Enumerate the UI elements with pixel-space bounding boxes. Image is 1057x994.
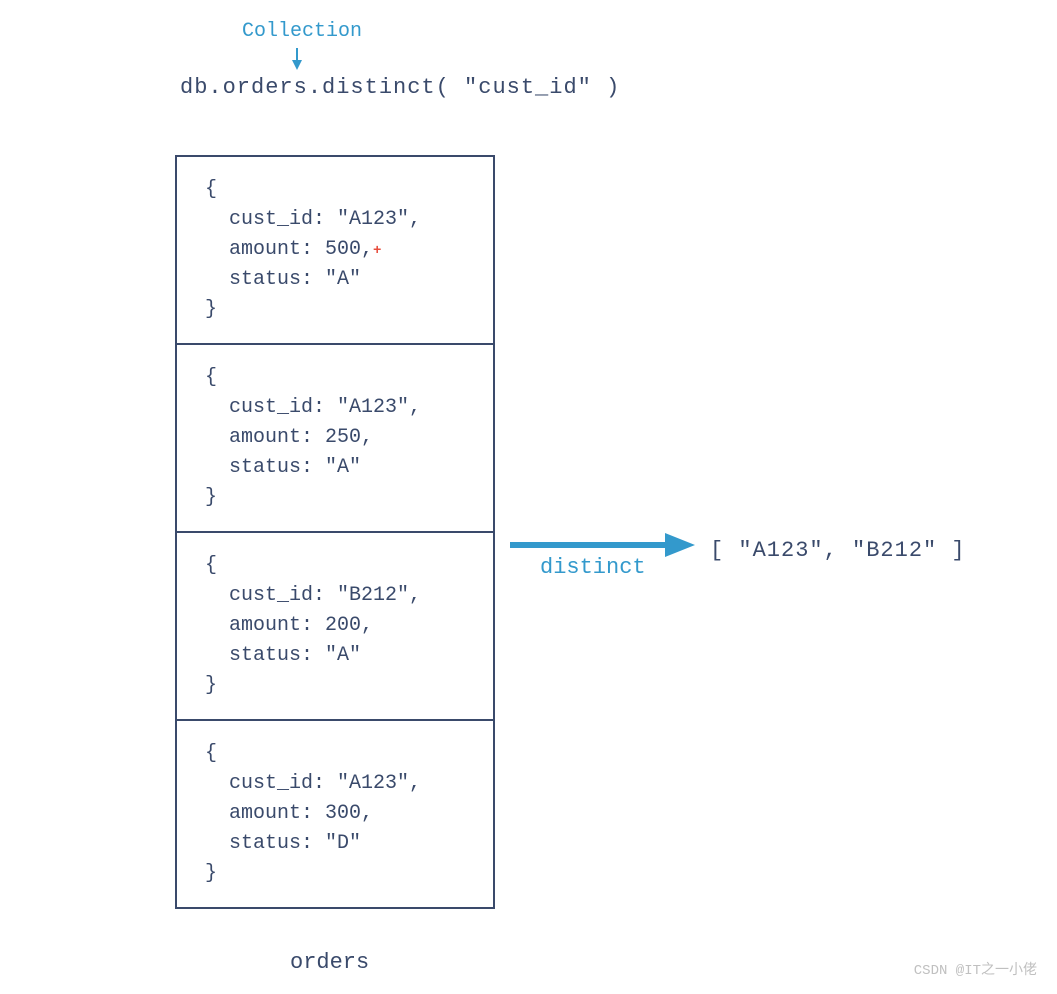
doc-brace-open: { xyxy=(205,366,217,389)
collection-annotation-arrow xyxy=(290,48,304,76)
doc-brace-close: } xyxy=(205,862,217,885)
doc-line: amount: 500, xyxy=(205,238,373,261)
watermark-bottom: CSDN @IT之一小佬 xyxy=(914,959,1037,979)
doc-line: amount: 250, xyxy=(205,426,373,449)
doc-brace-open: { xyxy=(205,742,217,765)
result-array: [ "A123", "B212" ] xyxy=(710,538,966,563)
doc-line: cust_id: "A123", xyxy=(205,396,421,419)
doc-brace-close: } xyxy=(205,486,217,509)
documents-collection: { cust_id: "A123", amount: 500,+ status:… xyxy=(175,155,495,909)
doc-line: amount: 200, xyxy=(205,614,373,637)
cursor-icon: + xyxy=(373,243,381,259)
doc-line: cust_id: "B212", xyxy=(205,584,421,607)
collection-annotation-label: Collection xyxy=(242,20,362,43)
document-1: { cust_id: "A123", amount: 250, status: … xyxy=(177,343,493,531)
doc-line: cust_id: "A123", xyxy=(205,772,421,795)
distinct-operation-label: distinct xyxy=(540,555,646,580)
doc-line: status: "A" xyxy=(205,644,361,667)
document-0: { cust_id: "A123", amount: 500,+ status:… xyxy=(177,157,493,343)
doc-line: status: "A" xyxy=(205,268,361,291)
doc-line: amount: 300, xyxy=(205,802,373,825)
command-line: db.orders.distinct( "cust_id" ) xyxy=(180,75,620,100)
doc-brace-close: } xyxy=(205,298,217,321)
distinct-arrow-area: distinct xyxy=(510,530,690,560)
doc-brace-open: { xyxy=(205,554,217,577)
doc-line: cust_id: "A123", xyxy=(205,208,421,231)
collection-name-label: orders xyxy=(290,950,369,975)
document-3: { cust_id: "A123", amount: 300, status: … xyxy=(177,719,493,907)
document-2: { cust_id: "B212", amount: 200, status: … xyxy=(177,531,493,719)
doc-brace-close: } xyxy=(205,674,217,697)
doc-line: status: "D" xyxy=(205,832,361,855)
doc-brace-open: { xyxy=(205,178,217,201)
doc-line: status: "A" xyxy=(205,456,361,479)
